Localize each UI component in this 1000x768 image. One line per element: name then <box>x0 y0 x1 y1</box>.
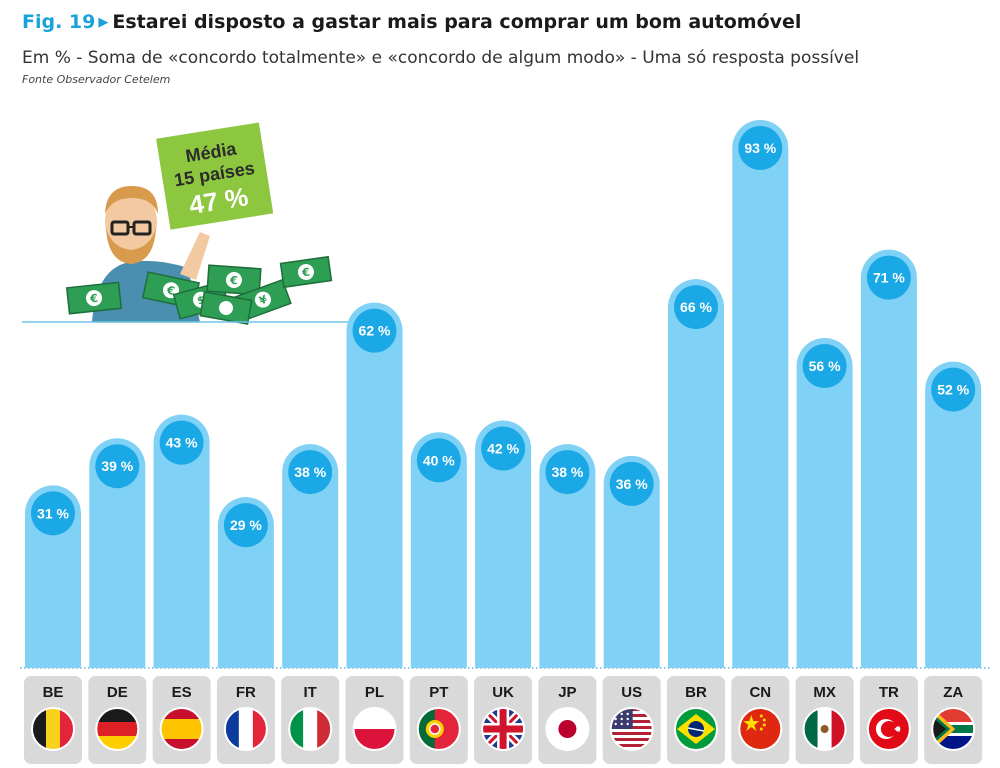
chart-subtitle: Em % - Soma de «concordo totalmente» e «… <box>22 48 860 68</box>
category-labels-layer: BE DE ES FR IT PL PT UK JP US BR CN MX TR ZA <box>24 676 983 764</box>
person-head <box>105 191 157 253</box>
value-bubble-es <box>159 420 204 465</box>
value-bubble-fr <box>223 503 268 548</box>
bar-it <box>282 444 339 668</box>
svg-text:¥: ¥ <box>257 293 269 308</box>
flag-pt-icon <box>416 707 461 751</box>
tick-label-tr: TR <box>879 684 899 701</box>
value-bubble-it <box>288 450 333 495</box>
flag-cn-icon <box>738 707 783 751</box>
tick-label-mx: MX <box>813 684 836 701</box>
tick-label-be: BE <box>43 684 64 701</box>
bar-be <box>25 485 81 668</box>
chart-header: Fig. 19 ▶ Estarei disposto a gastar mais p… <box>22 10 982 87</box>
bar-tr <box>860 249 917 668</box>
bar-mx <box>796 338 853 668</box>
tick-label-pl: PL <box>365 684 384 701</box>
bar-es <box>153 414 210 668</box>
money-notes: € € $ € ¥ <box>65 255 333 325</box>
flag-de-icon <box>95 707 140 751</box>
data-label-jp: 38 % <box>551 464 583 480</box>
bar-de <box>89 438 146 668</box>
flag-jp-icon <box>545 707 590 751</box>
person-hair <box>105 186 158 214</box>
tick-label-fr: FR <box>236 684 256 701</box>
data-label-cn: 93 % <box>744 140 776 156</box>
data-label-us: 36 % <box>616 476 648 492</box>
value-bubble-us <box>609 461 654 506</box>
bar-br <box>668 279 724 668</box>
value-bubble-br <box>674 285 718 330</box>
svg-text:€: € <box>229 274 239 288</box>
data-label-mx: 56 % <box>809 358 841 374</box>
data-label-de: 39 % <box>101 458 133 474</box>
data-label-za: 52 % <box>937 382 969 398</box>
bar-pl <box>346 302 403 668</box>
person-beard <box>106 228 156 264</box>
bar-pt <box>410 432 467 668</box>
svg-text:€: € <box>300 266 310 280</box>
flag-be-icon <box>31 707 75 751</box>
svg-text:€: € <box>89 292 99 306</box>
flag-it-icon <box>288 707 333 751</box>
data-label-be: 31 % <box>37 505 69 521</box>
chart-title: Estarei disposto a gastar mais para comp… <box>112 11 802 33</box>
chart-source: Fonte Observador Cetelem <box>22 73 171 86</box>
figure-label: Fig. 19 <box>22 11 96 33</box>
flag-tr-icon <box>866 707 911 751</box>
data-label-br: 66 % <box>680 299 712 315</box>
person-arm <box>180 232 210 280</box>
data-label-fr: 29 % <box>230 517 262 533</box>
data-label-it: 38 % <box>294 464 326 480</box>
flag-za-icon <box>931 707 976 751</box>
flag-br-icon <box>674 707 718 751</box>
flag-pl-icon <box>352 707 397 751</box>
bar-uk <box>475 420 532 668</box>
data-label-tr: 71 % <box>873 270 905 286</box>
value-bubble-be <box>31 491 75 536</box>
flag-es-icon <box>159 707 204 751</box>
tick-label-es: ES <box>172 684 192 701</box>
flag-us-icon <box>609 707 654 751</box>
flag-fr-icon <box>223 707 268 751</box>
bar-us <box>603 455 660 668</box>
bar-za <box>925 361 982 668</box>
value-bubble-pt <box>416 438 461 483</box>
tick-label-it: IT <box>304 684 317 701</box>
chart-title-line: Fig. 19 ▶ Estarei disposto a gastar mais p… <box>22 10 982 35</box>
tick-label-jp: JP <box>558 684 576 701</box>
tick-label-pt: PT <box>429 684 448 701</box>
bar-jp <box>539 444 596 668</box>
value-bubble-mx <box>802 344 847 389</box>
value-bubble-uk <box>481 426 526 471</box>
data-label-pt: 40 % <box>423 452 455 468</box>
data-label-pl: 62 % <box>359 323 391 339</box>
svg-text:$: $ <box>196 293 207 308</box>
tick-label-cn: CN <box>749 684 771 701</box>
svg-text:€: € <box>165 283 176 298</box>
value-bubble-jp <box>545 450 590 495</box>
tick-label-za: ZA <box>943 684 963 701</box>
flag-mx-icon <box>802 707 847 751</box>
value-bubble-pl <box>352 308 397 353</box>
value-bubble-cn <box>738 126 783 170</box>
value-bubble-de <box>95 444 140 489</box>
tick-label-uk: UK <box>492 684 514 701</box>
value-bubble-za <box>931 367 976 412</box>
tick-label-de: DE <box>107 684 128 701</box>
bars-layer: 31 % 39 % 43 % 29 % 38 % 62 % 40 % 42 % 38 % 36 %… <box>25 120 982 669</box>
play-arrow-icon: ▶ <box>98 15 109 30</box>
flag-uk-icon <box>481 707 526 751</box>
sign-board <box>156 122 274 230</box>
value-bubble-tr <box>866 255 911 300</box>
data-label-uk: 42 % <box>487 441 519 457</box>
bar-cn <box>732 120 789 669</box>
average-sign: Média 15 países 47 % <box>156 122 274 230</box>
person-with-money-illustration: Média 15 países 47 % € € $ <box>22 122 352 325</box>
tick-label-br: BR <box>685 684 707 701</box>
data-label-es: 43 % <box>166 435 198 451</box>
tick-label-us: US <box>621 684 642 701</box>
